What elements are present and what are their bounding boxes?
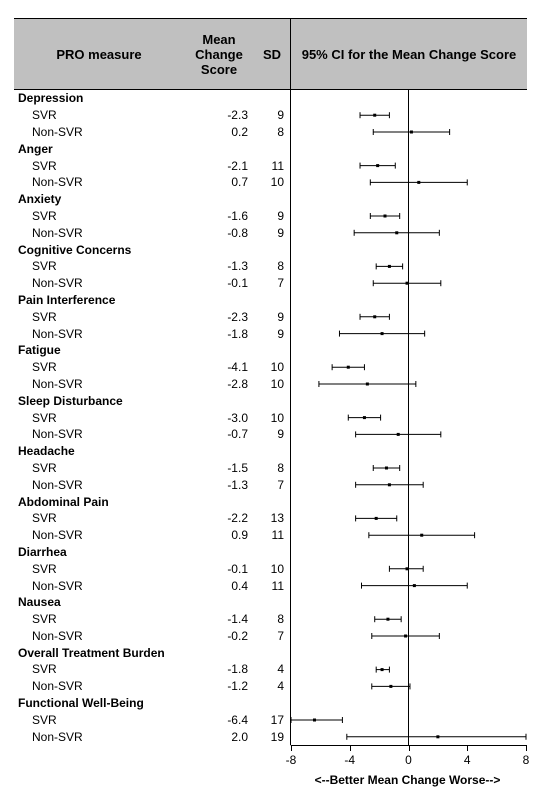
header-mean: Mean Change Score bbox=[184, 19, 254, 89]
plot-cell bbox=[290, 392, 527, 409]
plot-cell bbox=[290, 661, 527, 678]
plot-cell bbox=[290, 224, 527, 241]
plot-cell bbox=[290, 544, 527, 561]
plot-cell bbox=[290, 560, 527, 577]
x-axis: -8 -4 0 4 8 <--Better Mean Change Worse--> bbox=[14, 745, 527, 791]
axis-tick-label: 0 bbox=[405, 753, 412, 767]
plot-cell bbox=[290, 476, 527, 493]
plot-cell bbox=[290, 695, 527, 712]
plot-cell bbox=[290, 258, 527, 275]
plot-cell bbox=[290, 174, 527, 191]
plot-cell bbox=[290, 728, 527, 745]
plot-cell bbox=[290, 342, 527, 359]
plot-cell bbox=[290, 711, 527, 728]
plot-cell bbox=[290, 308, 527, 325]
plot-cell bbox=[290, 527, 527, 544]
axis-tick bbox=[467, 745, 468, 751]
table-body: DepressionSVR-2.39Non-SVR0.28AngerSVR-2.… bbox=[14, 90, 527, 745]
plot-cell bbox=[290, 124, 527, 141]
plot-cell bbox=[290, 611, 527, 628]
plot-cell bbox=[290, 426, 527, 443]
plot-cell bbox=[290, 577, 527, 594]
plot-cell bbox=[290, 157, 527, 174]
plot-cell bbox=[290, 208, 527, 225]
axis-tick-label: 8 bbox=[523, 753, 530, 767]
plot-cell bbox=[290, 359, 527, 376]
plot-cell bbox=[290, 409, 527, 426]
axis-tick-label: -8 bbox=[286, 753, 297, 767]
figure-frame: PRO measure Mean Change Score SD 95% CI … bbox=[14, 18, 527, 760]
plot-cell bbox=[290, 644, 527, 661]
plot-cell bbox=[290, 275, 527, 292]
header-pro: PRO measure bbox=[14, 19, 184, 89]
plot-cell bbox=[290, 325, 527, 342]
page: PRO measure Mean Change Score SD 95% CI … bbox=[0, 0, 541, 774]
axis-caption: <--Better Mean Change Worse--> bbox=[315, 773, 501, 787]
axis-tick bbox=[409, 745, 410, 751]
axis-tick-label: 4 bbox=[464, 753, 471, 767]
axis-tick bbox=[291, 745, 292, 751]
plot-cell bbox=[290, 90, 527, 107]
table-header: PRO measure Mean Change Score SD 95% CI … bbox=[14, 18, 527, 90]
plot-cell bbox=[290, 376, 527, 393]
plot-cell bbox=[290, 140, 527, 157]
plot-cell bbox=[290, 493, 527, 510]
axis-tick bbox=[350, 745, 351, 751]
plot-cell bbox=[290, 628, 527, 645]
header-sd: SD bbox=[254, 19, 290, 89]
axis-tick bbox=[526, 745, 527, 751]
axis-tick-label: -4 bbox=[344, 753, 355, 767]
plot-cell bbox=[290, 594, 527, 611]
plot-cell bbox=[290, 678, 527, 695]
header-ci: 95% CI for the Mean Change Score bbox=[290, 19, 527, 89]
plot-cell bbox=[290, 460, 527, 477]
plot-cell bbox=[290, 292, 527, 309]
plot-cell bbox=[290, 443, 527, 460]
plot-cell bbox=[290, 191, 527, 208]
plot-cell bbox=[290, 241, 527, 258]
plot-cell bbox=[290, 107, 527, 124]
plot-cell bbox=[290, 510, 527, 527]
